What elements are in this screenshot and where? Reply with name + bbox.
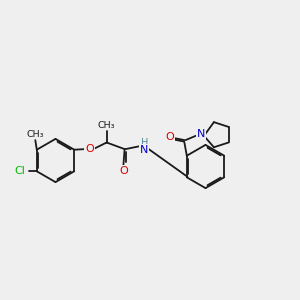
Text: CH₃: CH₃ xyxy=(98,121,116,130)
Text: O: O xyxy=(166,131,174,142)
Text: O: O xyxy=(119,166,128,176)
Text: N: N xyxy=(140,145,148,155)
Text: CH₃: CH₃ xyxy=(26,130,44,139)
Text: H: H xyxy=(141,138,148,148)
Text: Cl: Cl xyxy=(14,166,25,176)
Text: O: O xyxy=(85,144,94,154)
Text: N: N xyxy=(196,129,205,139)
